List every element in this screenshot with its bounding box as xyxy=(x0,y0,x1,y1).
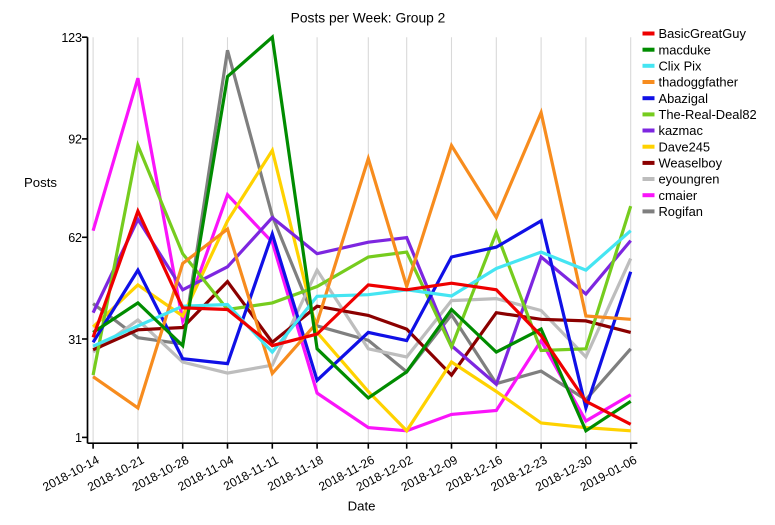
svg-text:macduke: macduke xyxy=(659,42,711,57)
svg-text:1: 1 xyxy=(75,431,82,445)
svg-text:The-Real-Deal82: The-Real-Deal82 xyxy=(659,107,757,122)
svg-text:kazmac: kazmac xyxy=(659,123,704,138)
svg-text:Date: Date xyxy=(348,499,376,514)
svg-text:Rogifan: Rogifan xyxy=(659,204,703,219)
svg-text:BasicGreatGuy: BasicGreatGuy xyxy=(659,26,747,41)
svg-text:Dave245: Dave245 xyxy=(659,139,711,154)
svg-text:Posts: Posts xyxy=(24,175,57,190)
svg-text:Clix Pix: Clix Pix xyxy=(659,59,703,74)
svg-text:Posts per Week: Group 2: Posts per Week: Group 2 xyxy=(291,11,446,26)
svg-text:Weaselboy: Weaselboy xyxy=(659,156,723,171)
svg-text:62: 62 xyxy=(68,231,82,245)
svg-text:92: 92 xyxy=(68,133,82,147)
svg-text:Abazigal: Abazigal xyxy=(659,91,708,106)
svg-text:thadoggfather: thadoggfather xyxy=(659,75,739,90)
svg-text:cmaier: cmaier xyxy=(659,188,698,203)
svg-text:eyoungren: eyoungren xyxy=(659,172,720,187)
svg-text:31: 31 xyxy=(68,333,82,347)
svg-text:123: 123 xyxy=(61,31,82,45)
